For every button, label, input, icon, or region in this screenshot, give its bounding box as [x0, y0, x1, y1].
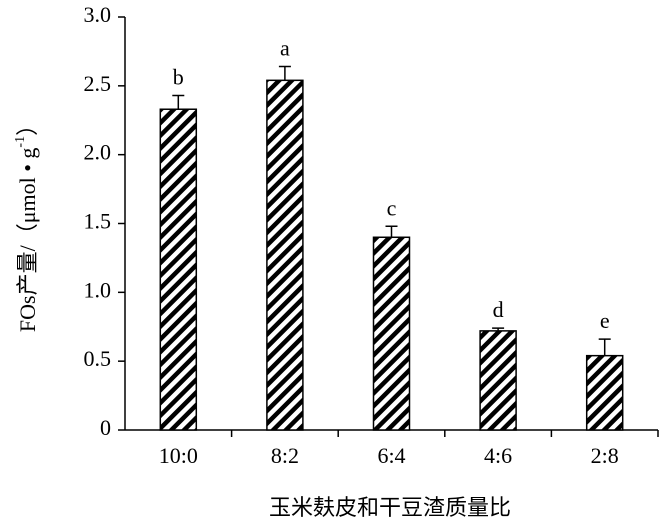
bar [479, 330, 517, 431]
y-tick-label: 1.5 [84, 209, 112, 234]
bar [585, 354, 624, 431]
y-axis-label: FOs产量/（μmol • g-1） [13, 114, 40, 332]
significance-letter: b [173, 65, 184, 90]
significance-letter: a [280, 36, 290, 61]
error-bar [385, 225, 398, 238]
y-label-text: FOs产量/（μmol • g [15, 148, 40, 333]
y-label-text: ） [15, 114, 40, 136]
y-tick-label: 2.0 [84, 140, 112, 165]
error-bar [492, 327, 505, 331]
y-tick-label: 3.0 [84, 2, 112, 27]
y-tick-label: 0.5 [84, 346, 112, 371]
y-tick-label: 2.5 [84, 71, 112, 96]
x-axis-label: 玉米麸皮和干豆渣质量比 [269, 495, 511, 520]
x-tick-label: 8:2 [271, 443, 299, 468]
error-bar [598, 338, 611, 356]
bar [159, 108, 198, 431]
y-tick-label: 1.0 [84, 277, 112, 302]
error-bar [172, 94, 185, 110]
x-tick-label: 2:8 [591, 443, 619, 468]
bar [266, 79, 304, 431]
error-bar [278, 65, 291, 81]
y-label-sup: -1 [13, 136, 28, 148]
x-tick-label: 6:4 [377, 443, 405, 468]
significance-letter: e [600, 308, 610, 333]
x-tick-label: 4:6 [484, 443, 512, 468]
y-tick-label: 0 [100, 415, 111, 440]
significance-letter: c [387, 195, 397, 220]
significance-letter: d [493, 297, 504, 322]
x-tick-label: 10:0 [159, 443, 198, 468]
bar [372, 236, 411, 431]
